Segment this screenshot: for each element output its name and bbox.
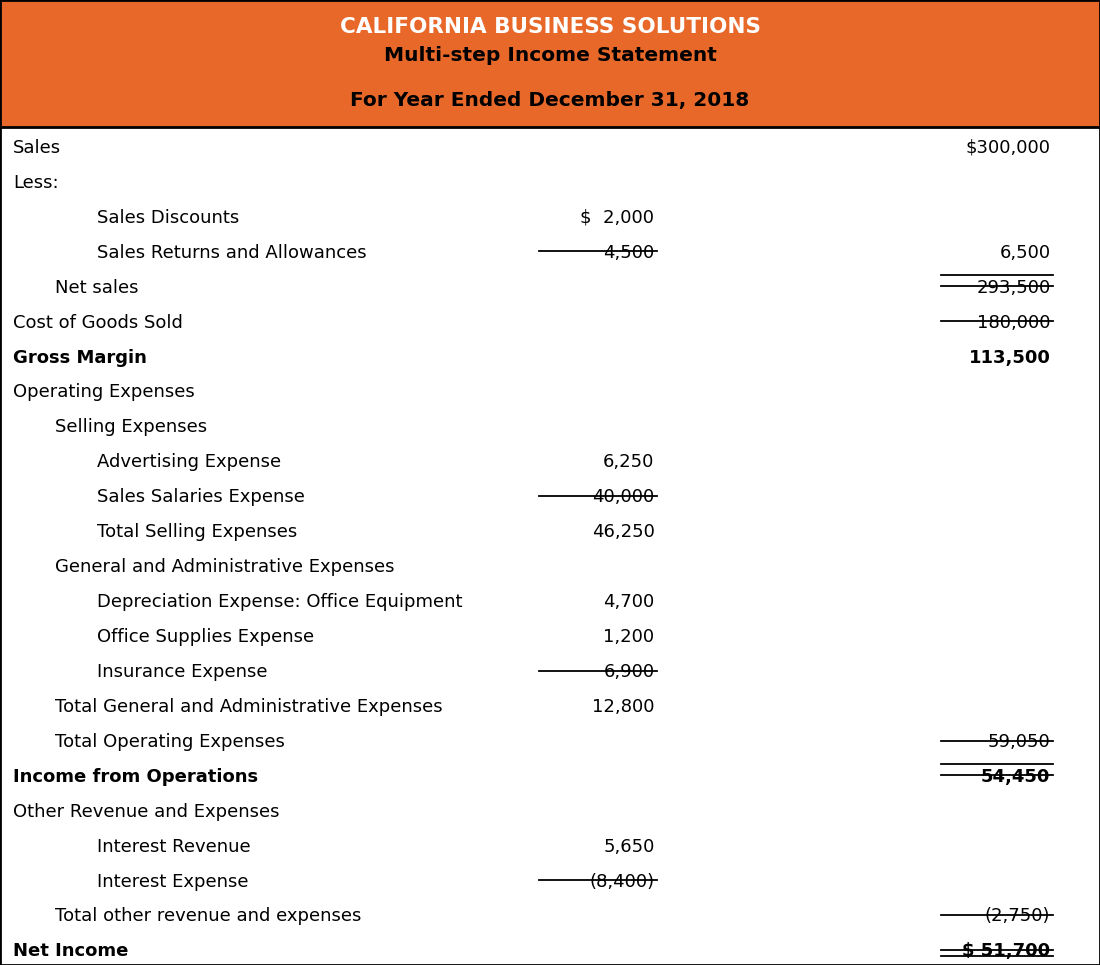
Text: General and Administrative Expenses: General and Administrative Expenses bbox=[55, 558, 395, 576]
Text: CALIFORNIA BUSINESS SOLUTIONS: CALIFORNIA BUSINESS SOLUTIONS bbox=[340, 17, 760, 38]
Text: Selling Expenses: Selling Expenses bbox=[55, 419, 207, 436]
Text: 293,500: 293,500 bbox=[977, 279, 1050, 296]
Text: Sales Salaries Expense: Sales Salaries Expense bbox=[97, 488, 305, 507]
Text: Total Selling Expenses: Total Selling Expenses bbox=[97, 523, 297, 541]
Text: Cost of Goods Sold: Cost of Goods Sold bbox=[13, 314, 183, 332]
Text: 4,700: 4,700 bbox=[603, 593, 654, 611]
Text: $300,000: $300,000 bbox=[966, 139, 1050, 157]
Text: 46,250: 46,250 bbox=[592, 523, 654, 541]
Text: 6,900: 6,900 bbox=[604, 663, 654, 681]
Text: 54,450: 54,450 bbox=[981, 768, 1050, 786]
Text: Income from Operations: Income from Operations bbox=[13, 768, 258, 786]
Text: 1,200: 1,200 bbox=[604, 628, 654, 646]
Text: 4,500: 4,500 bbox=[603, 244, 654, 262]
Text: 59,050: 59,050 bbox=[988, 732, 1050, 751]
Text: Advertising Expense: Advertising Expense bbox=[97, 454, 280, 471]
Text: 6,250: 6,250 bbox=[603, 454, 654, 471]
Text: Office Supplies Expense: Office Supplies Expense bbox=[97, 628, 314, 646]
Text: Other Revenue and Expenses: Other Revenue and Expenses bbox=[13, 803, 279, 820]
Text: Total General and Administrative Expenses: Total General and Administrative Expense… bbox=[55, 698, 442, 716]
Text: Insurance Expense: Insurance Expense bbox=[97, 663, 267, 681]
Text: Net Income: Net Income bbox=[13, 943, 129, 960]
Text: 180,000: 180,000 bbox=[977, 314, 1050, 332]
Text: Gross Margin: Gross Margin bbox=[13, 348, 147, 367]
Text: For Year Ended December 31, 2018: For Year Ended December 31, 2018 bbox=[351, 91, 749, 110]
Text: Depreciation Expense: Office Equipment: Depreciation Expense: Office Equipment bbox=[97, 593, 462, 611]
Text: Total Operating Expenses: Total Operating Expenses bbox=[55, 732, 285, 751]
Text: Sales Returns and Allowances: Sales Returns and Allowances bbox=[97, 244, 366, 262]
Text: Less:: Less: bbox=[13, 174, 58, 192]
Text: (8,400): (8,400) bbox=[590, 872, 654, 891]
Text: Total other revenue and expenses: Total other revenue and expenses bbox=[55, 907, 362, 925]
Text: Net sales: Net sales bbox=[55, 279, 139, 296]
Text: $ 51,700: $ 51,700 bbox=[962, 943, 1050, 960]
Text: Operating Expenses: Operating Expenses bbox=[13, 383, 195, 401]
Text: 12,800: 12,800 bbox=[592, 698, 654, 716]
Text: Multi-step Income Statement: Multi-step Income Statement bbox=[384, 46, 716, 66]
Text: Sales Discounts: Sales Discounts bbox=[97, 208, 239, 227]
Text: Interest Revenue: Interest Revenue bbox=[97, 838, 251, 856]
Text: 40,000: 40,000 bbox=[592, 488, 654, 507]
Text: Sales: Sales bbox=[13, 139, 62, 157]
Bar bbox=[0, 0, 1100, 127]
Text: (2,750): (2,750) bbox=[984, 907, 1050, 925]
Text: $  2,000: $ 2,000 bbox=[581, 208, 654, 227]
Text: 6,500: 6,500 bbox=[1000, 244, 1050, 262]
Text: Interest Expense: Interest Expense bbox=[97, 872, 249, 891]
Text: 5,650: 5,650 bbox=[603, 838, 654, 856]
Text: 113,500: 113,500 bbox=[969, 348, 1050, 367]
